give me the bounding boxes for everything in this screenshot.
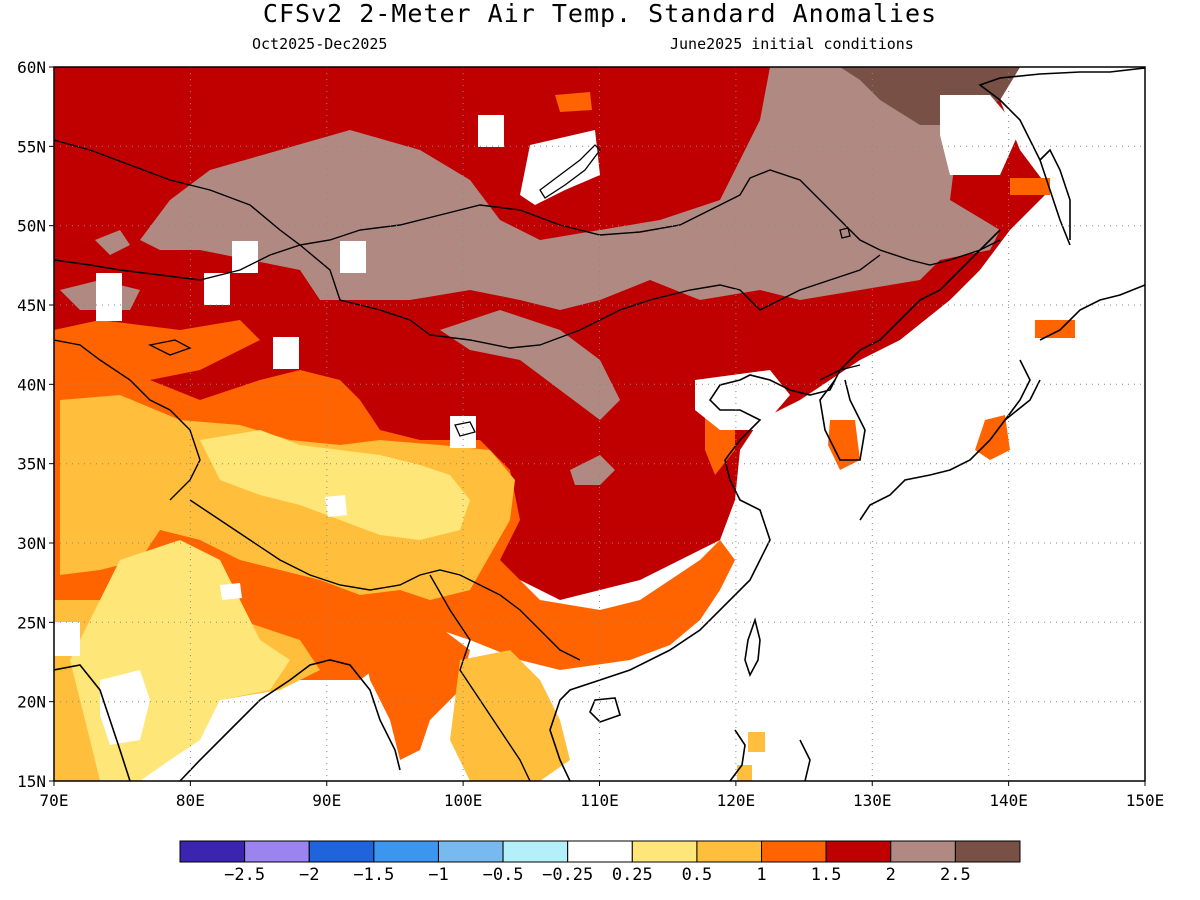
neutral-spot-china-coast bbox=[695, 370, 790, 430]
neutral-spot-lake-4 bbox=[340, 241, 366, 273]
initial-conditions: June2025 initial conditions bbox=[670, 35, 914, 53]
colorbar-swatch bbox=[373, 840, 439, 863]
colorbar-label: 2.5 bbox=[940, 865, 971, 885]
y-tick-label: 30N bbox=[17, 534, 46, 553]
anomaly-region-0p5-1-taiwan bbox=[748, 732, 765, 752]
neutral-spot-tibet bbox=[325, 495, 347, 517]
coastline-korea bbox=[819, 379, 866, 461]
lake-baikal bbox=[539, 144, 601, 199]
colorbar-label: −1.5 bbox=[353, 865, 394, 885]
map-title: CFSv2 2-Meter Air Temp. Standard Anomali… bbox=[262, 0, 938, 28]
coastline-philippines bbox=[729, 729, 811, 781]
colorbar-swatch bbox=[567, 840, 633, 863]
x-tick-label: 120E bbox=[717, 791, 756, 810]
colorbar-swatch bbox=[890, 840, 956, 863]
coastline-mainland-east bbox=[549, 67, 1145, 781]
lake-balkhash bbox=[148, 339, 192, 356]
forecast-period: Oct2025-Dec2025 bbox=[252, 35, 388, 53]
colorbar-label: −2 bbox=[299, 865, 319, 885]
x-tick-label: 80E bbox=[176, 791, 205, 810]
colorbar-label: 0.25 bbox=[612, 865, 653, 885]
anomaly-region-2-2p5-spot bbox=[570, 455, 615, 485]
x-tick-label: 140E bbox=[989, 791, 1028, 810]
x-tick-label: 90E bbox=[312, 791, 341, 810]
neutral-spot-lake-6 bbox=[450, 416, 476, 448]
border-indochina bbox=[429, 574, 531, 781]
y-tick-label: 35N bbox=[17, 455, 46, 474]
coastline-taiwan bbox=[744, 617, 761, 678]
lake-qinghai bbox=[454, 421, 476, 437]
x-axis: 70E 80E 90E 100E 110E 120E 130E 140E 150E bbox=[40, 781, 1165, 810]
neutral-spot-coast-1 bbox=[54, 622, 80, 656]
anomaly-region-1-1p5-north bbox=[555, 92, 592, 112]
anomaly-region-2-2p5-belt bbox=[440, 310, 620, 420]
colorbar-swatch bbox=[761, 840, 827, 863]
y-axis: 15N 20N 25N 30N 35N 40N 45N 50N 55N 60N bbox=[17, 58, 54, 791]
x-tick-label: 130E bbox=[853, 791, 892, 810]
anomaly-region-1-1p5-india bbox=[360, 620, 470, 760]
border-central-asia bbox=[54, 339, 201, 501]
coastline-india bbox=[54, 659, 401, 781]
neutral-spot-lake-1 bbox=[96, 273, 122, 321]
colorbar-label: 0.5 bbox=[682, 865, 713, 885]
colorbar-swatch bbox=[631, 840, 698, 863]
colorbar-swatch bbox=[437, 840, 504, 863]
border-north-korea bbox=[819, 364, 861, 381]
anomaly-region-0p5-1-luzon bbox=[737, 765, 752, 781]
lake-khanka bbox=[839, 227, 851, 239]
y-tick-label: 45N bbox=[17, 296, 46, 315]
anomaly-region-2-2p5-blob bbox=[95, 230, 130, 255]
anomaly-region-1-1p5-hokkaido bbox=[1035, 320, 1075, 338]
colorbar-swatch bbox=[179, 840, 246, 863]
x-tick-label: 70E bbox=[40, 791, 69, 810]
border-mongolia-china bbox=[299, 244, 881, 349]
neutral-spot-lake-7 bbox=[478, 115, 504, 147]
colorbar-swatch bbox=[308, 840, 375, 863]
coastlines bbox=[54, 67, 1145, 781]
y-tick-label: 55N bbox=[17, 137, 46, 156]
y-tick-label: 25N bbox=[17, 613, 46, 632]
colorbar: −2.5 −2 −1.5 −1 −0.5 −0.25 0.25 0.5 1 1.5 2 2.5 bbox=[179, 840, 1021, 885]
border-kazakhstan bbox=[54, 244, 301, 281]
colorbar-label: −2.5 bbox=[224, 865, 265, 885]
anomaly-region-0p25-0p5 bbox=[200, 430, 470, 540]
neutral-spot-baikal bbox=[520, 130, 600, 205]
anomaly-fields bbox=[54, 67, 1145, 781]
x-tick-label: 150E bbox=[1126, 791, 1165, 810]
colorbar-label: 1 bbox=[756, 865, 766, 885]
y-tick-label: 15N bbox=[17, 772, 46, 791]
y-tick-label: 20N bbox=[17, 693, 46, 712]
y-tick-label: 50N bbox=[17, 217, 46, 236]
colorbar-label: −1 bbox=[428, 865, 448, 885]
colorbar-swatch bbox=[825, 840, 892, 863]
neutral-spot-india bbox=[220, 583, 242, 600]
anomaly-region-1-1p5-east bbox=[1010, 178, 1050, 195]
country-borders bbox=[54, 139, 1001, 781]
coastline-hainan bbox=[589, 697, 621, 723]
border-tibet-south bbox=[189, 499, 581, 661]
neutral-spot-coast-2 bbox=[940, 95, 1020, 175]
colorbar-label: −0.25 bbox=[542, 865, 593, 885]
colorbar-swatch bbox=[244, 840, 310, 863]
border-russia-mongolia-china bbox=[54, 139, 1001, 266]
anomaly-region-0p5-1-seasia bbox=[450, 650, 570, 781]
gridlines bbox=[54, 67, 1145, 781]
neutral-spot-lake-5 bbox=[273, 337, 299, 369]
y-tick-label: 40N bbox=[17, 375, 46, 394]
colorbar-label: 2 bbox=[886, 865, 896, 885]
x-tick-label: 100E bbox=[444, 791, 483, 810]
colorbar-swatch bbox=[502, 840, 569, 863]
y-tick-label: 60N bbox=[17, 58, 46, 77]
colorbar-swatch bbox=[954, 840, 1021, 863]
colorbar-swatch bbox=[696, 840, 763, 863]
coastline-japan bbox=[859, 284, 1145, 521]
anomaly-region-1-1p5-korea bbox=[828, 420, 860, 470]
x-tick-label: 110E bbox=[580, 791, 619, 810]
colorbar-label: 1.5 bbox=[811, 865, 842, 885]
colorbar-label: −0.5 bbox=[483, 865, 524, 885]
lakes bbox=[148, 144, 851, 437]
